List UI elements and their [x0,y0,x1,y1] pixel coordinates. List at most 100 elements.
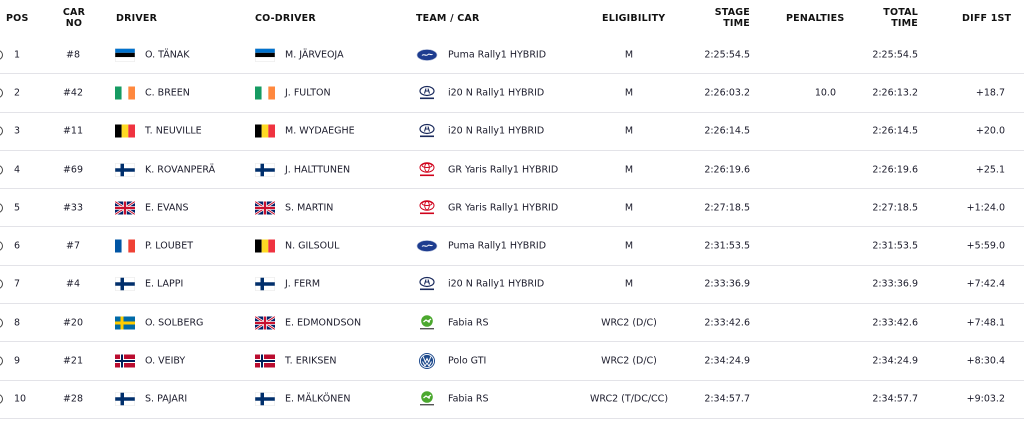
table-row[interactable]: 9 #21 O. VEIBY T. ERIKSEN Polo GTI WRC2 (D/C)… [0,342,1024,381]
finland-flag-icon [255,392,275,406]
stage-time-cell: 2:25:54.5 [704,49,750,61]
finland-flag-icon [115,392,135,406]
eligibility-cell: M [624,125,634,137]
row-select-radio[interactable] [0,164,3,175]
ford-logo [416,237,438,255]
team-car-cell: i20 N Rally1 HYBRID [448,125,545,137]
header-team-car[interactable]: TEAM / CAR [416,13,480,24]
skoda-logo [416,390,438,408]
row-select-radio[interactable] [0,87,3,98]
row-select-radio[interactable] [0,202,3,213]
header-car-no[interactable]: CAR NO [62,7,86,29]
header-penalties[interactable]: PENALTIES [786,13,845,24]
car-no-cell: #8 [65,49,80,61]
team-car-cell: Fabia RS [448,317,489,329]
eligibility-cell: M [624,164,634,176]
header-total-time[interactable]: TOTAL TIME [883,7,918,29]
stage-time-cell: 2:31:53.5 [704,240,750,252]
row-select-radio[interactable] [0,394,3,405]
row-select-radio[interactable] [0,317,3,328]
driver-name[interactable]: O. TÄNAK [145,49,190,61]
driver-name[interactable]: E. EVANS [145,202,189,214]
co-driver-name[interactable]: M. WYDAEGHE [285,125,355,137]
eligibility-cell: M [624,278,634,290]
table-row[interactable]: 1 #8 O. TÄNAK M. JÄRVEOJA Puma Rally1 HYBRID… [0,36,1024,75]
co-driver-name[interactable]: J. FERM [285,278,321,290]
header-co-driver[interactable]: CO-DRIVER [255,13,316,24]
header-stage-time[interactable]: STAGE TIME [714,7,750,29]
driver-name[interactable]: E. LAPPI [145,278,184,290]
header-driver[interactable]: DRIVER [116,13,158,24]
team-car-cell: Puma Rally1 HYBRID [448,240,547,252]
vw-logo [416,352,438,370]
car-no-cell: #21 [62,355,84,367]
uk-flag-icon [255,201,275,215]
table-row[interactable]: 5 #33 E. EVANS S. MARTIN GR Yaris Rally1 HYB… [0,189,1024,228]
diff-1st-cell: +20.0 [975,125,1005,137]
pos-cell: 5 [14,202,21,214]
stage-time-cell: 2:26:19.6 [704,164,750,176]
driver-name[interactable]: O. SOLBERG [145,317,204,329]
table-row[interactable]: 8 #20 O. SOLBERG E. EDMONDSON Fabia RS WRC2 (… [0,304,1024,343]
pos-cell: 2 [14,87,21,99]
ireland-flag-icon [115,86,135,100]
car-no-cell: #7 [65,240,80,252]
eligibility-cell: M [624,49,634,61]
driver-name[interactable]: O. VEIBY [145,355,186,367]
car-no-cell: #28 [62,393,84,405]
row-select-radio[interactable] [0,126,3,137]
diff-1st-cell: +18.7 [975,87,1005,99]
hyundai-logo [416,84,438,102]
row-select-radio[interactable] [0,279,3,290]
ford-logo [416,46,438,64]
table-row[interactable]: 10 #28 S. PAJARI E. MÄLKÖNEN Fabia RS WRC2 (T… [0,381,1024,419]
hyundai-logo [416,275,438,293]
table-row[interactable]: 6 #7 P. LOUBET N. GILSOUL Puma Rally1 HYBRID… [0,227,1024,266]
header-pos[interactable]: POS [6,13,29,24]
co-driver-name[interactable]: J. HALTTUNEN [285,164,351,176]
table-row[interactable]: 4 #69 K. ROVANPERÄ J. HALTTUNEN GR Yaris Ral… [0,151,1024,190]
eligibility-cell: WRC2 (D/C) [601,355,657,367]
team-car-cell: Fabia RS [448,393,489,405]
toyota-logo [416,161,438,179]
penalties-cell: 10.0 [814,87,836,99]
total-time-cell: 2:33:42.6 [872,317,918,329]
norway-flag-icon [115,354,135,368]
team-car-cell: i20 N Rally1 HYBRID [448,87,545,99]
co-driver-name[interactable]: E. EDMONDSON [285,317,362,329]
header-diff-1st[interactable]: DIFF 1ST [962,13,1012,24]
co-driver-name[interactable]: T. ERIKSEN [285,355,337,367]
header-eligibility[interactable]: ELIGIBILITY [602,13,666,24]
diff-1st-cell: +5:59.0 [966,240,1005,252]
eligibility-cell: M [624,87,634,99]
pos-cell: 9 [14,355,21,367]
driver-name[interactable]: K. ROVANPERÄ [145,164,216,176]
stage-time-cell: 2:26:14.5 [704,125,750,137]
stage-time-cell: 2:33:42.6 [704,317,750,329]
driver-name[interactable]: S. PAJARI [145,393,188,405]
co-driver-name[interactable]: J. FULTON [285,87,331,99]
team-car-cell: Puma Rally1 HYBRID [448,49,547,61]
table-row[interactable]: 3 #11 T. NEUVILLE M. WYDAEGHE i20 N Rally1 H… [0,113,1024,151]
driver-name[interactable]: C. BREEN [145,87,190,99]
car-no-cell: #69 [62,164,84,176]
row-select-radio[interactable] [0,241,3,252]
row-select-radio[interactable] [0,356,3,367]
table-row[interactable]: 2 #42 C. BREEN J. FULTON i20 N Rally1 HYBRID… [0,74,1024,113]
total-time-cell: 2:31:53.5 [872,240,918,252]
eligibility-cell: M [624,240,634,252]
pos-cell: 1 [14,49,21,61]
belgium-flag-icon [115,124,135,138]
table-row[interactable]: 7 #4 E. LAPPI J. FERM i20 N Rally1 HYBRID M 2:… [0,266,1024,305]
co-driver-name[interactable]: S. MARTIN [285,202,334,214]
team-car-cell: i20 N Rally1 HYBRID [448,278,545,290]
belgium-flag-icon [255,239,275,253]
co-driver-name[interactable]: E. MÄLKÖNEN [285,393,351,405]
total-time-cell: 2:26:13.2 [872,87,918,99]
co-driver-name[interactable]: M. JÄRVEOJA [285,49,344,61]
diff-1st-cell: +25.1 [975,164,1005,176]
driver-name[interactable]: T. NEUVILLE [145,125,202,137]
driver-name[interactable]: P. LOUBET [145,240,193,252]
row-select-radio[interactable] [0,49,3,60]
co-driver-name[interactable]: N. GILSOUL [285,240,340,252]
